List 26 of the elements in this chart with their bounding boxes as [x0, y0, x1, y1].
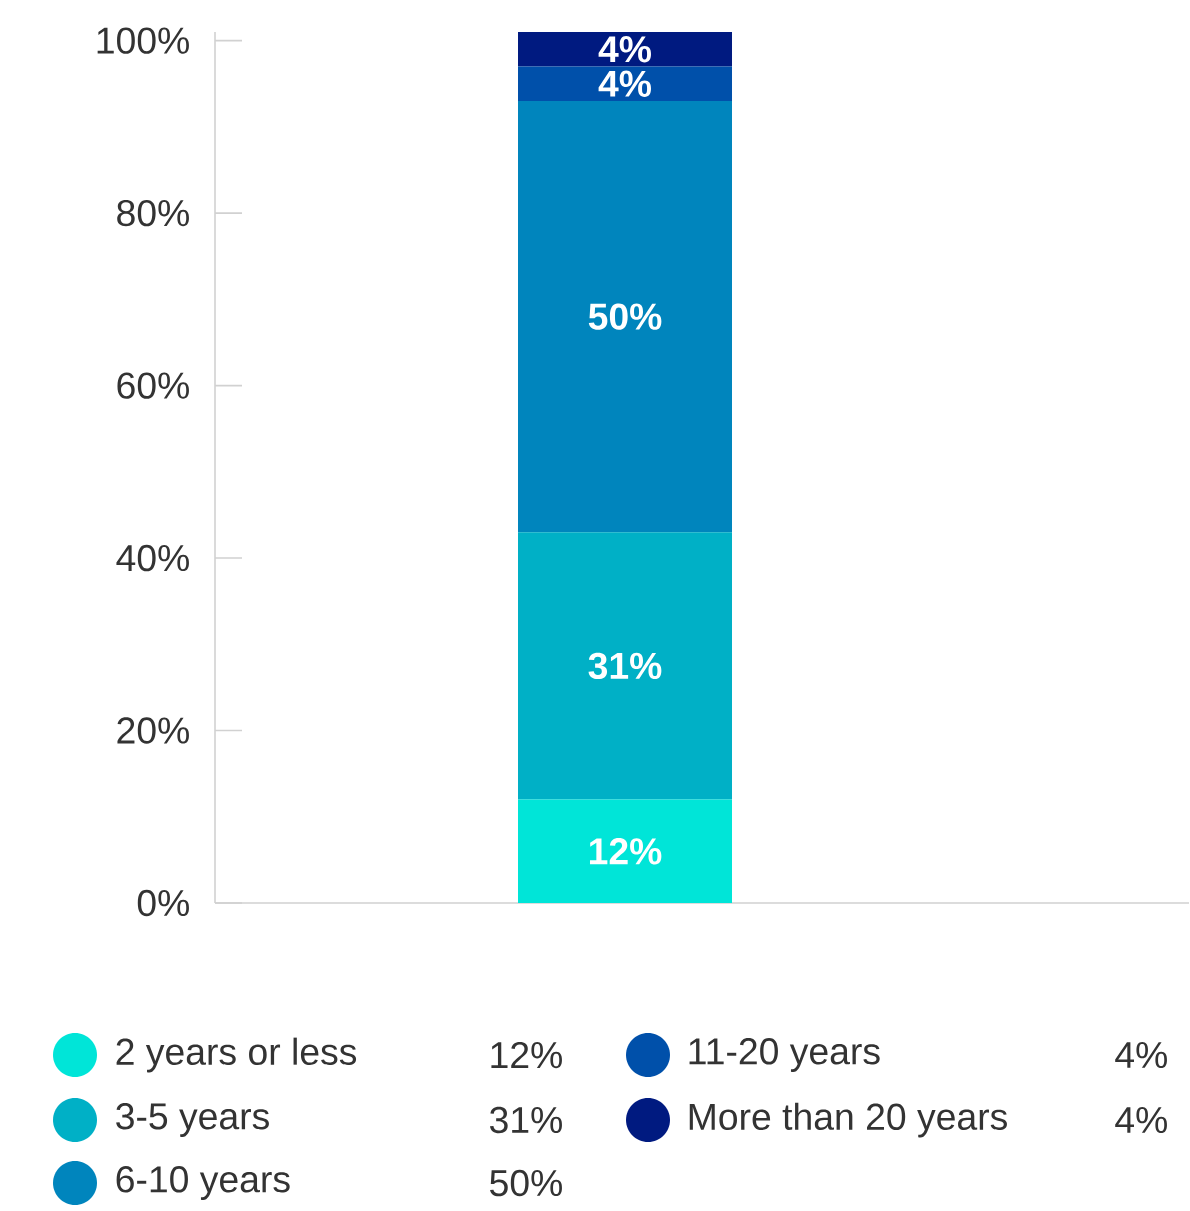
legend-label: 3-5 years — [116, 1103, 270, 1137]
legend-label: 2 years or less — [116, 1037, 357, 1073]
text: 4% — [1115, 1041, 1168, 1069]
y-tick-label: 40% — [116, 544, 190, 572]
y-tick-label: 80% — [117, 199, 190, 227]
bar — [518, 532, 733, 800]
text: 31% — [490, 1106, 563, 1134]
bar — [518, 101, 733, 533]
y-tick-label: 60% — [117, 372, 190, 399]
data-label: 31% — [588, 652, 662, 680]
y-tick-label: 100% — [97, 27, 190, 54]
legend-label: More than 20 years — [689, 1102, 1008, 1138]
legend-label: 6-10 years — [116, 1166, 290, 1200]
data-label: 12% — [590, 838, 662, 865]
y-tick-label: 0% — [137, 889, 190, 917]
data-label: 4% — [598, 36, 652, 63]
y-tick-label: 20% — [117, 717, 190, 744]
bar — [518, 66, 733, 101]
data-label: 50% — [588, 303, 662, 330]
legend-label: 11-20 years — [689, 1038, 880, 1072]
data-label: 4% — [598, 70, 652, 97]
bar — [518, 32, 733, 67]
text: 4% — [1115, 1106, 1168, 1134]
text: 12% — [491, 1041, 563, 1069]
bar — [518, 799, 733, 904]
text: 50% — [490, 1169, 563, 1197]
